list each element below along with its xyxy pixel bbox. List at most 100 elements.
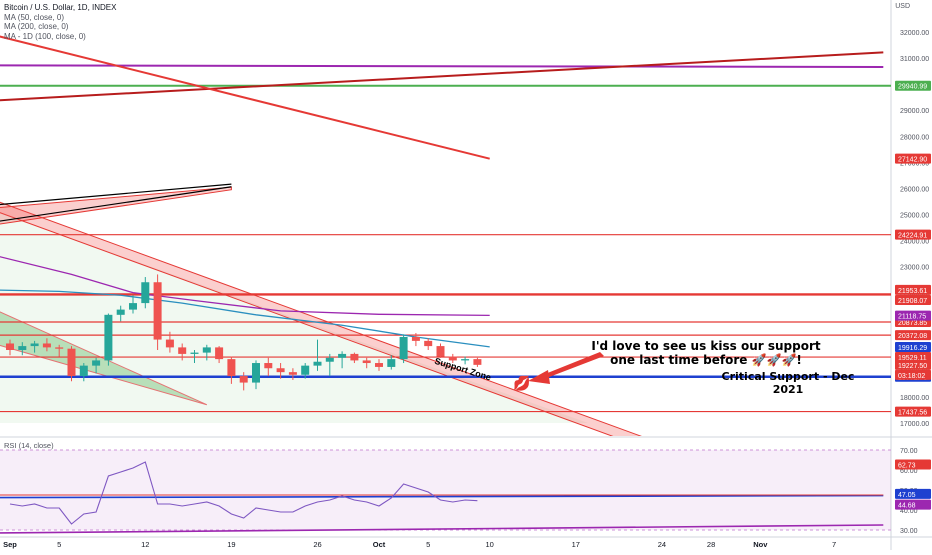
currency-label: USD (895, 3, 910, 10)
price-tag-19916.29-bg (895, 341, 931, 352)
rsi-trendline-rsi-support (0, 494, 884, 499)
kiss-annotation-line2: one last time before 🚀🚀🚀! (610, 353, 802, 367)
rsi-tag-62.73: 62.73 (898, 463, 916, 470)
price-tag-27142.90-bg (895, 153, 931, 164)
legend-title: Bitcoin / U.S. Dollar, 1D, INDEX (4, 3, 117, 12)
chart-legend: Bitcoin / U.S. Dollar, 1D, INDEX MA (50,… (4, 3, 116, 41)
time-tick-label: 5 (426, 540, 430, 549)
candle-body (264, 363, 273, 369)
rsi-trendline-rsi-lower (0, 524, 884, 534)
candle-body (276, 368, 285, 373)
rising-wedge-edge-0 (0, 183, 232, 206)
price-tag-03:18:02-bg (895, 369, 931, 380)
channel-rising-wedge (0, 186, 232, 225)
candle-body (55, 347, 64, 349)
time-tick-label: 17 (572, 540, 580, 549)
critical-support-annotation: Critical Support - Dec 2021 (721, 370, 855, 396)
price-tick-label: 29000.00 (900, 108, 929, 115)
rsi-tick-label: 60.00 (900, 468, 918, 475)
candle-body (6, 343, 14, 350)
green-triangle-area (0, 212, 589, 423)
price-tag-21118.75: 21118.75 (898, 314, 926, 321)
legend-ma100: MA - 1D (100, close, 0) (4, 31, 86, 41)
trendline-falling-red (0, 35, 490, 160)
rsi-tag-47.05: 47.05 (898, 492, 916, 499)
kiss-arrow-head (528, 370, 550, 384)
price-tag-19227.50-bg (895, 359, 931, 370)
candle-body (92, 360, 101, 366)
candle-body (362, 360, 371, 364)
candle-body (79, 365, 88, 377)
level-tag-17437.56: 17437.56 (898, 410, 927, 417)
time-tick-label: 28 (707, 540, 715, 549)
candle-body (375, 363, 383, 367)
trendline-purple-upper (0, 64, 884, 68)
candle-body (165, 339, 174, 348)
candle-body (436, 346, 445, 357)
candle-body (190, 352, 199, 354)
price-tick-label: 18000.00 (900, 395, 929, 402)
time-tick-label: Oct (373, 540, 386, 549)
candle-body (153, 282, 162, 340)
rsi-pane (0, 449, 891, 534)
trendline-ma200 (0, 256, 490, 316)
rsi-tag-47.05-bg (895, 488, 931, 499)
candle-body (301, 365, 310, 375)
candle-body (178, 347, 187, 354)
candle-body (202, 347, 211, 353)
kiss-emoji: 💋 (513, 375, 530, 392)
price-tick-label: 24000.00 (900, 239, 929, 246)
price-tick-label: 17000.00 (900, 421, 929, 428)
candle-body (42, 343, 51, 348)
price-tag-27142.90: 27142.90 (898, 157, 927, 164)
candle-body (350, 353, 359, 361)
time-tick-label: 5 (57, 540, 61, 549)
level-tag-29940.99: 29940.99 (898, 84, 927, 91)
candle-body (424, 340, 433, 347)
kiss-arrow-shaft (540, 352, 604, 379)
time-tick-label: 10 (486, 540, 494, 549)
rsi-band (0, 450, 891, 530)
rsi-tick-label: 70.00 (900, 448, 918, 455)
candle-body (67, 348, 76, 377)
level-tag-21908.07: 21908.07 (898, 298, 927, 305)
rising-wedge-edge-1 (0, 186, 232, 222)
rsi-tick-label: 30.00 (900, 528, 918, 535)
price-tick-label: 23000.00 (900, 265, 929, 272)
level-tag-21953.61-bg (895, 284, 931, 295)
level-tag-21908.07-bg (895, 295, 931, 306)
kiss-annotation-line1: I'd love to see us kiss our support (591, 339, 821, 353)
trendline-rising-red (0, 51, 884, 102)
kiss-annotation: I'd love to see us kiss our support one … (590, 339, 822, 367)
candle-body (104, 314, 113, 361)
rsi-tick-label: 40.00 (900, 508, 918, 515)
candle-body (448, 356, 457, 361)
rsi-tag-62.73-bg (895, 459, 931, 470)
price-tick-label: 25000.00 (900, 212, 929, 219)
time-tick-label: 24 (658, 540, 666, 549)
level-tag-21953.61: 21953.61 (898, 288, 927, 295)
price-pane: Support Zone (0, 35, 891, 436)
candle-body (30, 343, 39, 347)
legend-ma50: MA (50, close, 0) (4, 12, 65, 22)
price-tag-21118.75-bg (895, 310, 931, 321)
candle-body (473, 359, 482, 365)
time-tick-label: Nov (753, 540, 768, 549)
candle-body (239, 376, 248, 383)
candle-body (411, 336, 420, 341)
price-tag-03:18:02: 03:18:02 (898, 373, 925, 380)
level-tag-29940.99-bg (895, 80, 931, 91)
candle-body (116, 309, 125, 315)
level-tag-24224.91: 24224.91 (898, 233, 927, 240)
candle-body (387, 359, 396, 367)
candle-body (313, 361, 322, 366)
candle-body (288, 372, 297, 375)
level-tag-20372.08: 20372.08 (898, 333, 927, 340)
candle-body (399, 336, 408, 360)
price-tick-label: 32000.00 (900, 30, 929, 37)
legend-ma200: MA (200, close, 0) (4, 22, 69, 31)
level-tag-17437.56-bg (895, 406, 931, 417)
level-tag-20372.08-bg (895, 330, 931, 341)
